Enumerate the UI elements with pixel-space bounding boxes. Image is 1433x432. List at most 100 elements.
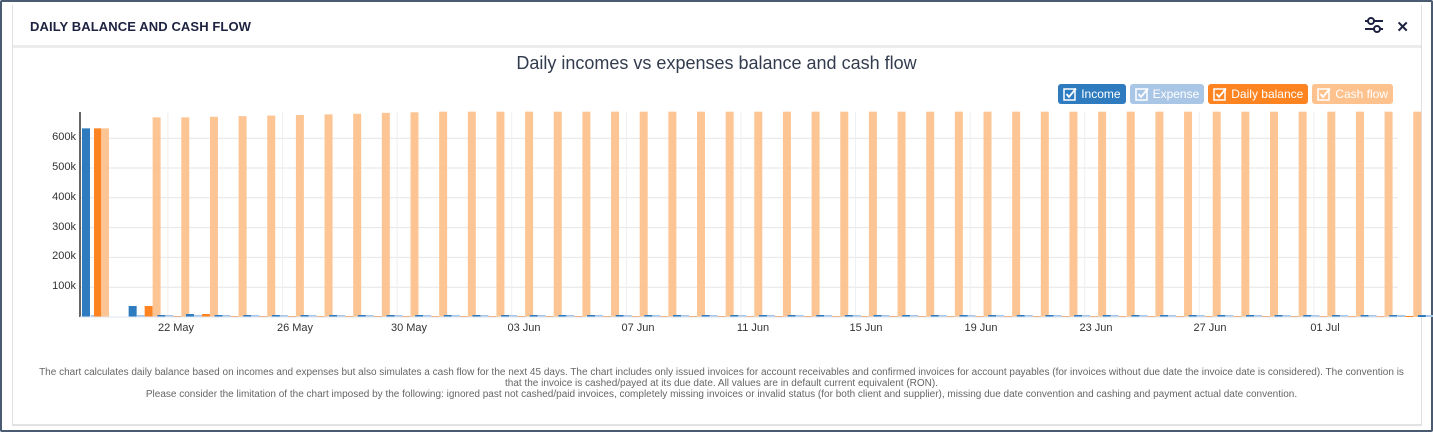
bar-cash-flow[interactable] <box>1413 111 1422 317</box>
bar-cash-flow[interactable] <box>668 111 677 317</box>
bar-cash-flow[interactable] <box>525 111 534 317</box>
bar-income[interactable] <box>300 315 309 317</box>
bar-cash-flow[interactable] <box>811 111 820 317</box>
bar-cash-flow[interactable] <box>582 111 591 317</box>
bar-income[interactable] <box>82 128 90 317</box>
bar-income[interactable] <box>758 315 767 317</box>
bar-income[interactable] <box>386 315 395 317</box>
bar-income[interactable] <box>214 315 223 317</box>
bar-expense[interactable] <box>365 315 374 317</box>
bar-income[interactable] <box>157 315 166 317</box>
bar-expense[interactable] <box>996 315 1005 317</box>
bar-expense[interactable] <box>652 315 661 317</box>
bar-expense[interactable] <box>967 315 976 317</box>
bar-income[interactable] <box>558 315 567 317</box>
bar-expense[interactable] <box>279 315 288 317</box>
bar-cash-flow[interactable] <box>1327 111 1336 317</box>
bar-income[interactable] <box>1246 315 1254 317</box>
bar-expense[interactable] <box>193 315 202 317</box>
sliders-icon[interactable] <box>1364 17 1384 38</box>
bar-income[interactable] <box>1331 315 1340 317</box>
bar-income[interactable] <box>930 315 939 317</box>
bar-income[interactable] <box>329 315 338 317</box>
bar-income[interactable] <box>1389 315 1398 317</box>
bar-income[interactable] <box>644 315 653 317</box>
bar-income[interactable] <box>1417 315 1426 317</box>
bar-income[interactable] <box>1102 315 1111 317</box>
bar-expense[interactable] <box>1168 315 1177 317</box>
bar-income[interactable] <box>873 315 882 317</box>
bar-cash-flow[interactable] <box>1241 111 1250 317</box>
bar-expense[interactable] <box>451 315 460 317</box>
bar-income[interactable] <box>615 315 624 317</box>
bar-expense[interactable] <box>251 315 260 317</box>
bar-income[interactable] <box>443 315 452 317</box>
bar-expense[interactable] <box>623 315 632 317</box>
bar-cash-flow[interactable] <box>152 117 161 317</box>
bar-expense[interactable] <box>1368 315 1377 317</box>
bar-cash-flow[interactable] <box>209 116 218 317</box>
bar-income[interactable] <box>357 315 366 317</box>
bar-cash-flow[interactable] <box>467 111 476 317</box>
bar-cash-flow[interactable] <box>1012 111 1021 317</box>
bar-income[interactable] <box>1303 315 1312 317</box>
legend-toggle-daily-balance[interactable]: Daily balance <box>1208 84 1309 104</box>
bar-expense[interactable] <box>1110 315 1119 317</box>
bar-cash-flow[interactable] <box>381 112 390 318</box>
bar-expense[interactable] <box>824 315 833 317</box>
bar-daily-balance[interactable] <box>94 128 102 317</box>
bar-income[interactable] <box>1045 315 1054 317</box>
bar-cash-flow[interactable] <box>868 111 877 317</box>
bar-expense[interactable] <box>136 315 145 317</box>
bar-income[interactable] <box>1074 315 1083 317</box>
bar-expense[interactable] <box>394 315 403 317</box>
bar-expense[interactable] <box>308 315 317 317</box>
bar-cash-flow[interactable] <box>897 111 906 317</box>
bar-income[interactable] <box>128 305 137 317</box>
bar-expense[interactable] <box>1053 315 1062 317</box>
bar-income[interactable] <box>1360 315 1369 317</box>
bar-cash-flow[interactable] <box>410 112 419 317</box>
bar-expense[interactable] <box>1225 315 1234 317</box>
bar-expense[interactable] <box>1139 315 1148 317</box>
bar-expense[interactable] <box>766 315 775 317</box>
bar-income[interactable] <box>271 315 280 317</box>
bar-cash-flow[interactable] <box>1270 111 1278 317</box>
bar-cash-flow[interactable] <box>1155 111 1164 317</box>
bar-income[interactable] <box>1188 315 1197 317</box>
legend-toggle-cash-flow[interactable]: Cash flow <box>1312 84 1393 104</box>
bar-cash-flow[interactable] <box>1384 111 1393 317</box>
bar-income[interactable] <box>1016 315 1025 317</box>
bar-expense[interactable] <box>1282 315 1291 317</box>
bar-cash-flow[interactable] <box>1069 111 1078 317</box>
bar-cash-flow[interactable] <box>840 111 849 317</box>
bar-cash-flow[interactable] <box>954 111 963 317</box>
bar-income[interactable] <box>673 315 681 317</box>
bar-expense[interactable] <box>566 315 575 317</box>
legend-toggle-income[interactable]: Income <box>1058 84 1126 104</box>
bar-expense[interactable] <box>1254 315 1262 317</box>
bar-daily-balance[interactable] <box>144 305 153 317</box>
bar-expense[interactable] <box>537 315 546 317</box>
bar-expense[interactable] <box>509 315 518 317</box>
bar-cash-flow[interactable] <box>181 117 190 317</box>
bar-expense[interactable] <box>1425 315 1433 317</box>
bar-cash-flow[interactable] <box>553 111 562 317</box>
bar-cash-flow[interactable] <box>639 111 648 317</box>
bar-expense[interactable] <box>1339 315 1348 317</box>
bar-expense[interactable] <box>738 315 747 317</box>
bar-expense[interactable] <box>852 315 861 317</box>
bar-income[interactable] <box>185 314 194 317</box>
bar-cash-flow[interactable] <box>1355 111 1364 317</box>
bar-cash-flow[interactable] <box>611 111 620 317</box>
bar-income[interactable] <box>529 315 538 317</box>
bar-cash-flow[interactable] <box>1098 111 1107 317</box>
bar-expense[interactable] <box>1082 315 1091 317</box>
bar-expense[interactable] <box>795 315 804 317</box>
bar-expense[interactable] <box>1024 315 1033 317</box>
bar-cash-flow[interactable] <box>267 115 276 317</box>
bar-daily-balance[interactable] <box>1405 316 1414 317</box>
bar-expense[interactable] <box>681 315 689 317</box>
bar-cash-flow[interactable] <box>1184 111 1193 317</box>
bar-income[interactable] <box>1217 315 1226 317</box>
